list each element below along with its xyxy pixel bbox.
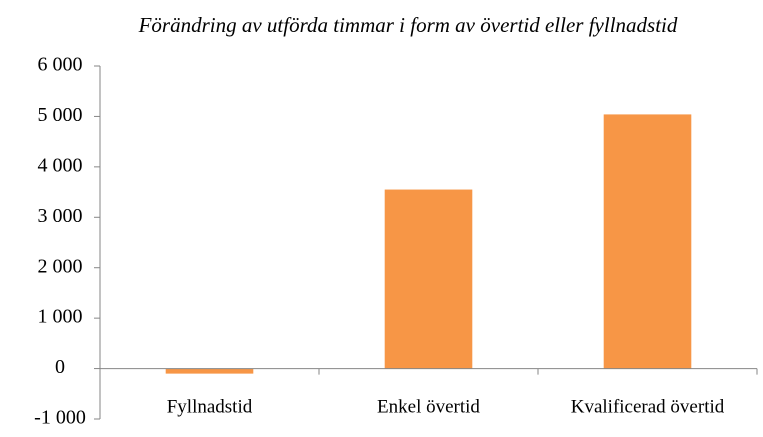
y-tick-label: 3 000 — [38, 205, 83, 227]
y-tick-label: 5 000 — [38, 104, 83, 126]
bar — [603, 114, 692, 369]
x-tick-label: Kvalificerad övertid — [571, 396, 725, 417]
bar — [165, 368, 254, 374]
y-tick-label: 1 000 — [38, 306, 83, 328]
y-tick-label: 4 000 — [38, 154, 83, 176]
y-tick-label: 2 000 — [38, 255, 83, 277]
y-tick-label: -1 000 — [34, 407, 86, 429]
y-tick-label: 0 — [55, 356, 65, 378]
bar — [384, 189, 473, 369]
y-tick-label: 6 000 — [38, 54, 83, 76]
x-tick-label: Fyllnadstid — [167, 396, 253, 417]
x-tick-label: Enkel övertid — [377, 396, 480, 417]
chart-title: Förändring av utförda timmar i form av ö… — [138, 13, 678, 37]
